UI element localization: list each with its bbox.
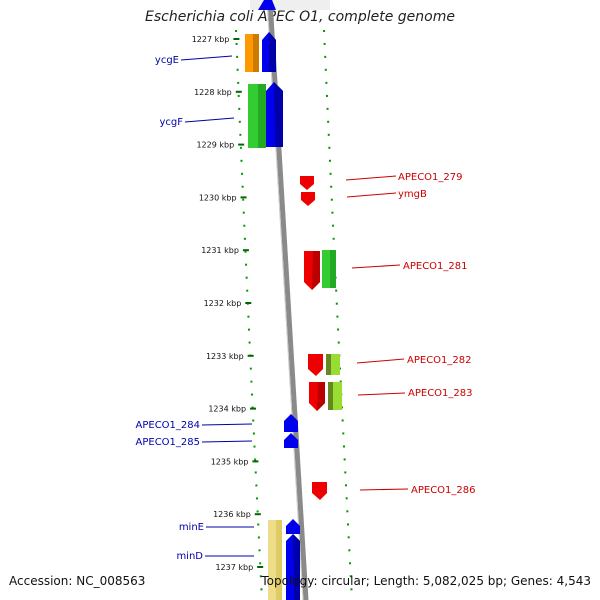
kbp-tick-label: 1234 kbp [208,405,246,414]
label-APECO1_283[interactable]: APECO1_283 [408,388,473,399]
leader-APECO1_282 [356,358,405,364]
right-leaders [345,175,409,491]
kbp-tick-label: 1229 kbp [196,141,234,150]
cog-bar-ycgE-shade [253,34,259,72]
cog-bar-ycgF-shade [258,84,266,148]
cog-bar-282-shade [326,354,331,375]
kbp-tick-label: 1227 kbp [192,35,230,44]
label-APECO1_286[interactable]: APECO1_286 [411,485,476,496]
forward-genes [258,0,300,600]
cog-bar-281-shade [330,250,336,288]
kbp-tick-label: 1231 kbp [201,246,239,255]
kbp-tick-label: 1237 kbp [215,563,253,572]
gene-APECO1_283-shade [317,382,325,411]
gene-APECO1_282[interactable] [308,354,323,376]
gene-minD-shade [293,534,300,600]
kbp-tick-label: 1233 kbp [206,352,244,361]
leader-ycgE [180,55,233,61]
label-ymgB[interactable]: ymgB [398,189,427,200]
right-gene-labels: APECO1_279 ymgB APECO1_281 APECO1_282 AP… [398,172,476,496]
kbp-tick-label: 1235 kbp [211,457,249,466]
kbp-tick-label: 1236 kbp [213,510,251,519]
left-gene-labels: ycgE ycgF APECO1_284 APECO1_285 minE min… [136,55,205,562]
leader-APECO1_281 [351,264,401,269]
cog-bars [245,34,342,600]
label-APECO1_281[interactable]: APECO1_281 [403,261,468,272]
gene-ycgE-shade [269,32,276,72]
leader-APECO1_283 [357,392,406,396]
label-minD[interactable]: minD [176,551,203,562]
left-leaders [180,55,254,557]
kbp-tick-label: 1228 kbp [194,88,232,97]
gene-ymgB[interactable] [301,192,315,206]
gene-ycgF-shade [274,82,283,147]
kbp-tick-label: 1232 kbp [204,299,242,308]
map-title: Escherichia coli APEC O1, complete genom… [145,9,455,25]
inner-right-track [323,29,353,600]
label-APECO1_285[interactable]: APECO1_285 [136,437,201,448]
leader-APECO1_279 [345,175,397,181]
label-ycgE[interactable]: ycgE [155,55,179,66]
cog-bar-minE-shade [276,520,282,600]
accession-text: Accession: NC_008563 [9,574,146,588]
gene-APECO1_279[interactable] [300,176,314,190]
leader-ycgF [184,117,235,123]
leader-ymgB [346,192,397,198]
label-APECO1_282[interactable]: APECO1_282 [407,355,472,366]
leader-APECO1_285 [201,440,253,443]
leader-APECO1_286 [359,488,409,491]
label-APECO1_284[interactable]: APECO1_284 [136,420,201,431]
label-minE[interactable]: minE [179,522,204,533]
label-APECO1_279[interactable]: APECO1_279 [398,172,463,183]
cog-bar-283-shade [328,382,333,410]
leader-APECO1_284 [201,423,253,426]
gene-minE[interactable] [286,519,300,534]
top-fade [250,0,330,10]
gene-APECO1_286[interactable] [312,482,327,500]
reverse-genes [300,176,327,500]
kbp-tick-label: 1230 kbp [199,193,237,202]
gene-APECO1_284[interactable] [284,414,298,432]
gene-top-fragment[interactable] [258,0,276,10]
genome-backbone-highlight [266,0,304,600]
label-ycgF[interactable]: ycgF [159,117,183,128]
kbp-ticks: 1227 kbp 1228 kbp 1229 kbp 1230 kbp 1231 kbp… [192,35,264,572]
genome-summary: Topology: circular; Length: 5,082,025 bp… [261,574,591,588]
gene-APECO1_281-shade [312,251,320,290]
gene-APECO1_285[interactable] [284,433,298,448]
